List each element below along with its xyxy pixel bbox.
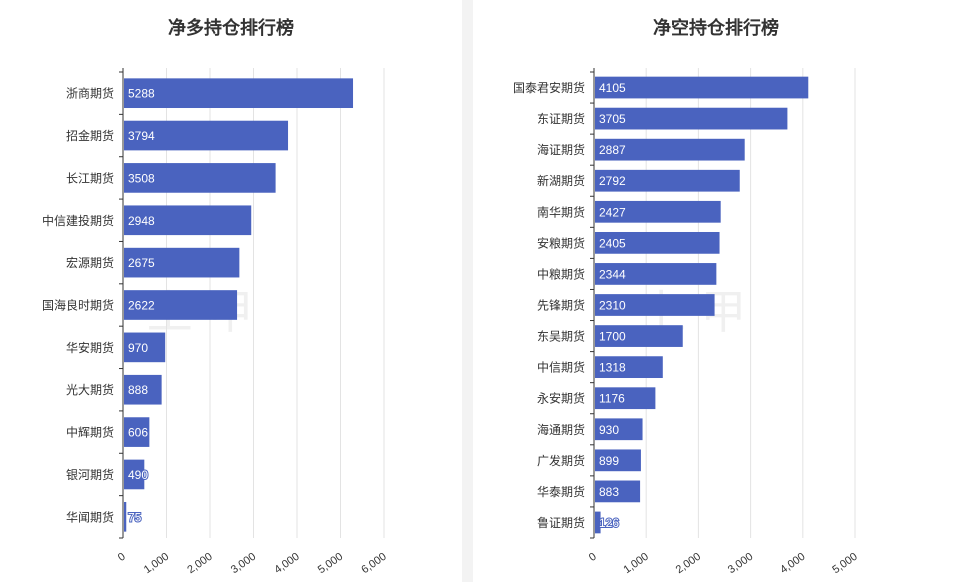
net-short-category-label: 广发期货 [537, 453, 585, 468]
net-short-bar[interactable] [595, 511, 601, 534]
net-long-value-label: 75 [128, 510, 142, 524]
net-short-bar[interactable] [595, 480, 641, 503]
net-short-x-tick-label: 0 [587, 551, 599, 564]
net-short-x-tick-label: 1,000 [621, 551, 650, 577]
net-long-value-label: 3794 [128, 129, 155, 143]
net-short-bar[interactable] [595, 263, 717, 285]
net-short-value-label: 899 [599, 454, 619, 468]
net-short-value-label: 930 [599, 423, 619, 437]
net-long-value-label: 2675 [128, 256, 155, 270]
net-long-bar[interactable] [124, 163, 276, 193]
net-long-category-label: 国海良时期货 [42, 298, 114, 313]
net-long-x-tick-label: 0 [116, 551, 128, 564]
net-long-category-label: 中辉期货 [66, 425, 114, 440]
net-long-value-label: 3508 [128, 171, 155, 185]
net-long-bar[interactable] [124, 205, 252, 236]
net-short-bar[interactable] [595, 387, 656, 410]
net-short-category-label: 东吴期货 [537, 329, 585, 344]
net-short-bar[interactable] [595, 107, 788, 130]
net-long-x-tick-label: 4,000 [272, 551, 301, 577]
net-long-value-label: 888 [128, 383, 148, 397]
net-short-value-label: 4105 [599, 81, 626, 95]
net-short-value-label: 2887 [599, 143, 626, 157]
net-short-panel: 净空持仓排行榜 上 甲国泰君安期货4105东证期货3705海证期货2887新湖期… [473, 0, 959, 582]
net-short-bar[interactable] [595, 449, 641, 472]
net-long-x-tick-label: 5,000 [316, 551, 345, 577]
net-short-bar[interactable] [595, 418, 643, 441]
net-long-value-label: 5288 [128, 87, 155, 101]
net-short-value-label: 2792 [599, 174, 626, 188]
net-long-value-label: 970 [128, 341, 148, 355]
net-short-value-label: 883 [599, 485, 619, 499]
net-long-category-label: 光大期货 [66, 382, 114, 397]
net-long-value-label: 2622 [128, 299, 155, 313]
net-long-bar[interactable] [124, 332, 166, 363]
net-long-bar[interactable] [124, 417, 150, 447]
net-short-value-label: 2344 [599, 267, 626, 281]
net-short-category-label: 东证期货 [537, 111, 585, 126]
net-short-value-label: 2427 [599, 205, 626, 219]
net-short-x-tick-label: 5,000 [830, 551, 859, 577]
net-short-value-label: 1700 [599, 330, 626, 344]
net-long-chart-title: 净多持仓排行榜 [168, 18, 294, 39]
net-long-panel: 净多持仓排行榜 上 甲浙商期货5288招金期货3794长江期货3508中信建投期… [0, 0, 462, 582]
net-short-bar[interactable] [595, 325, 683, 347]
net-short-chart: 上 甲国泰君安期货4105东证期货3705海证期货2887新湖期货2792南华期… [513, 68, 860, 577]
net-long-category-label: 长江期货 [66, 170, 114, 185]
net-short-bar[interactable] [595, 76, 809, 99]
net-short-value-label: 2310 [599, 299, 626, 313]
net-long-value-label: 490 [128, 468, 148, 482]
net-short-value-label: 2405 [599, 236, 626, 250]
net-short-bar[interactable] [595, 169, 740, 192]
net-short-category-label: 海证期货 [537, 142, 585, 157]
net-long-bar[interactable] [124, 501, 127, 532]
net-long-x-tick-label: 6,000 [359, 551, 388, 577]
net-long-category-label: 华闻期货 [66, 509, 114, 524]
net-short-value-label: 1176 [599, 392, 625, 406]
net-long-bar[interactable] [124, 120, 289, 151]
net-short-category-label: 新湖期货 [537, 173, 585, 188]
net-long-category-label: 银河期货 [66, 467, 114, 482]
net-short-value-label: 3705 [599, 112, 626, 126]
net-long-x-tick-label: 1,000 [142, 551, 171, 577]
net-short-x-tick-label: 2,000 [674, 551, 703, 577]
net-long-category-label: 中信建投期货 [42, 213, 114, 228]
net-long-value-label: 2948 [128, 214, 155, 228]
net-short-category-label: 先锋期货 [537, 298, 585, 313]
net-short-bar[interactable] [595, 294, 715, 316]
net-short-category-label: 中信期货 [537, 360, 585, 375]
net-short-category-label: 国泰君安期货 [513, 80, 585, 95]
net-short-bar[interactable] [595, 356, 663, 379]
net-long-category-label: 华安期货 [66, 340, 114, 355]
net-short-category-label: 海通期货 [537, 422, 585, 437]
net-long-category-label: 宏源期货 [66, 255, 114, 270]
net-short-bar[interactable] [595, 138, 745, 161]
net-short-category-label: 安粮期货 [537, 235, 585, 250]
net-long-chart: 上 甲浙商期货5288招金期货3794长江期货3508中信建投期货2948宏源期… [42, 68, 389, 577]
net-long-category-label: 招金期货 [66, 128, 114, 143]
net-short-x-tick-label: 3,000 [726, 551, 755, 577]
net-short-value-label: 126 [599, 516, 619, 530]
net-short-category-label: 南华期货 [537, 204, 585, 219]
net-long-x-tick-label: 3,000 [229, 551, 258, 577]
net-short-bar[interactable] [595, 231, 720, 254]
net-long-bar[interactable] [124, 374, 162, 405]
net-short-chart-title: 净空持仓排行榜 [653, 18, 779, 39]
net-long-bar[interactable] [124, 459, 145, 490]
net-short-x-tick-label: 4,000 [778, 551, 807, 577]
net-long-bar[interactable] [124, 290, 238, 320]
net-long-value-label: 606 [128, 426, 148, 440]
net-short-value-label: 1318 [599, 361, 626, 375]
net-long-category-label: 浙商期货 [66, 86, 114, 101]
net-long-bar[interactable] [124, 247, 240, 278]
net-short-category-label: 中粮期货 [537, 266, 585, 281]
net-short-category-label: 永安期货 [537, 391, 585, 406]
net-short-category-label: 华泰期货 [537, 484, 585, 499]
net-short-bar[interactable] [595, 200, 721, 223]
net-long-x-tick-label: 2,000 [185, 551, 214, 577]
net-short-category-label: 鲁证期货 [537, 515, 585, 530]
net-long-bar[interactable] [124, 78, 354, 109]
